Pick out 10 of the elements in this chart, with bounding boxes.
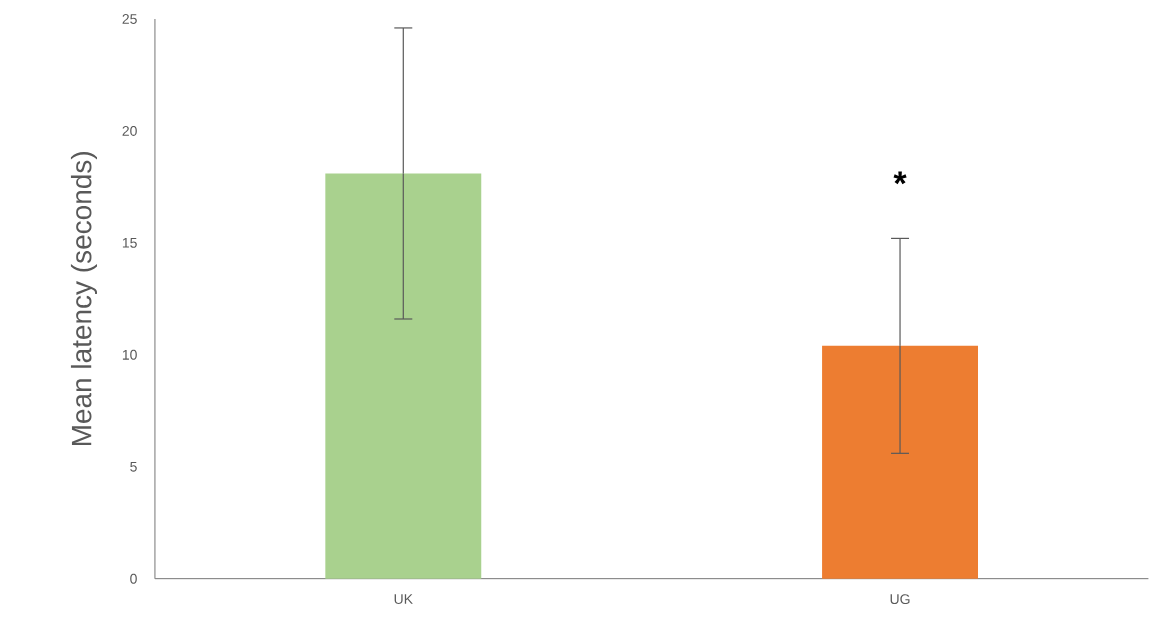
- y-tick-label: 5: [130, 462, 137, 472]
- y-tick-label: 10: [122, 350, 137, 360]
- y-tick-label: 20: [122, 126, 137, 137]
- y-tick-label: 15: [122, 238, 137, 248]
- y-tick-label: 0: [130, 573, 137, 584]
- y-axis-title: Mean latency (seconds): [70, 152, 98, 446]
- annotation: *: [893, 171, 907, 185]
- y-tick-label: 25: [122, 14, 137, 25]
- x-tick-label: UG: [890, 594, 910, 605]
- x-tick-label: UK: [394, 594, 413, 605]
